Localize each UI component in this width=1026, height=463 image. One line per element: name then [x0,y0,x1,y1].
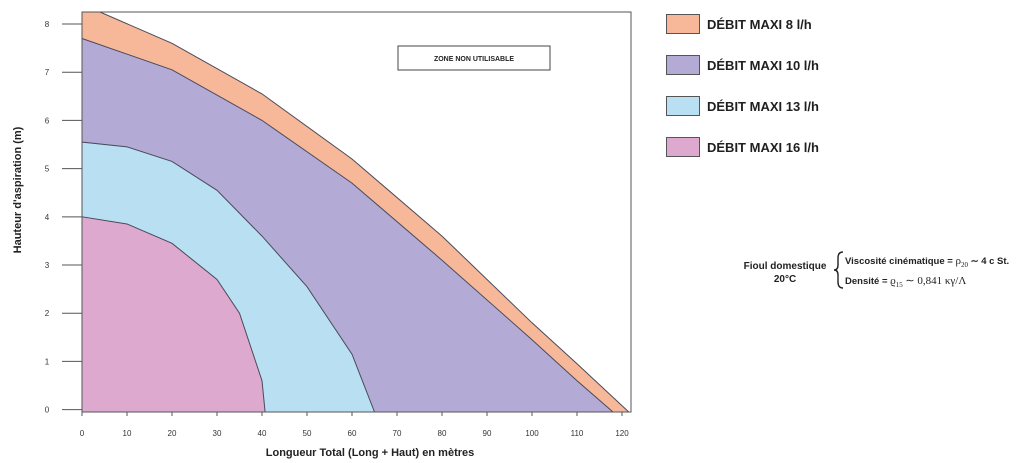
x-tick-label-5: 50 [303,429,312,438]
legend-swatch-10 [666,55,700,75]
y-tick-label-2: 2 [45,309,50,318]
x-tick-label-9: 90 [483,429,492,438]
legend-swatch-13 [666,96,700,116]
x-tick-label-7: 70 [393,429,402,438]
legend-label-10: DÉBIT MAXI 10 l/h [707,57,819,73]
x-tick-label-6: 60 [348,429,357,438]
legend-swatch-16 [666,137,700,157]
zone-annotation: ZONE NON UTILISABLE [397,45,551,71]
density-label: Densité = [845,275,888,287]
x-tick-label-0: 0 [80,429,85,438]
legend-item-8: DÉBIT MAXI 8 l/h [666,14,819,34]
axes-layer: 0 10 20 30 40 50 60 70 80 90 100 110 120 0 1 2 3 4 5 6 7 8 [45,20,629,438]
legend-item-13: DÉBIT MAXI 13 l/h [666,96,819,116]
y-axis-label: Hauteur d'aspiration (m) [12,126,24,253]
density-value: ∼ 0,841 κγ/Λ [905,274,967,287]
y-tick-label-3: 3 [45,261,50,270]
viscosity-label: Viscosité cinématique = [845,256,953,267]
x-tick-label-3: 30 [213,429,222,438]
x-tick-label-4: 40 [258,429,267,438]
viscosity-symbol: ρ [955,255,961,267]
legend-item-10: DÉBIT MAXI 10 l/h [666,55,819,75]
y-tick-label-7: 7 [45,68,50,77]
y-tick-label-8: 8 [45,20,50,29]
density-subscript: 15 [895,280,903,289]
x-tick-label-2: 20 [168,429,177,438]
fluid-name-line1: Fioul domestique [743,261,827,272]
fluid-name-line2: 20°C [773,274,797,285]
plot-frame [81,11,632,413]
viscosity-line: Viscosité cinématique = ρ20 ∼ 4 c St. [845,253,1009,273]
x-tick-label-12: 120 [615,429,629,438]
x-axis-label: Longueur Total (Long + Haut) en mètres [266,447,475,459]
zone-annotation-box [397,45,551,71]
legend-label-16: DÉBIT MAXI 16 l/h [707,139,819,155]
x-tick-label-1: 10 [123,429,132,438]
legend: DÉBIT MAXI 8 l/h DÉBIT MAXI 10 l/h DÉBIT… [666,14,819,178]
viscosity-value: ∼ 4 c St. [970,256,1010,267]
x-tick-label-8: 80 [438,429,447,438]
y-tick-label-1: 1 [45,357,50,366]
legend-item-16: DÉBIT MAXI 16 l/h [666,137,819,157]
y-tick-label-5: 5 [45,165,50,174]
legend-swatch-8 [666,14,700,34]
y-tick-label-4: 4 [45,213,50,222]
density-symbol: ϱ [890,274,896,287]
legend-label-8: DÉBIT MAXI 8 l/h [707,16,812,32]
y-tick-label-6: 6 [45,116,50,125]
viscosity-subscript: 20 [960,260,968,269]
x-tick-label-11: 110 [571,429,584,438]
zone-annotation-label: ZONE NON UTILISABLE [434,56,514,63]
x-tick-label-10: 100 [525,429,539,438]
fluid-name: Fioul domestique 20°C [739,260,831,286]
area-series-3 [81,216,266,413]
density-line: Densité = ϱ15 ∼ 0,841 κγ/Λ [845,273,1009,293]
areas-layer [81,11,631,413]
brace-icon [833,251,844,289]
legend-label-13: DÉBIT MAXI 13 l/h [707,98,819,114]
fluid-properties: Viscosité cinématique = ρ20 ∼ 4 c St. De… [845,253,1009,293]
y-tick-label-0: 0 [45,406,50,415]
